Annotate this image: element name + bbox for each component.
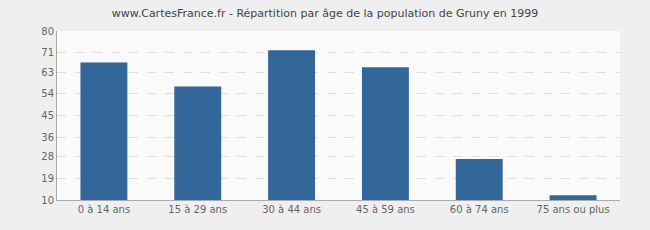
svg-text:15 à 29 ans: 15 à 29 ans <box>168 204 227 215</box>
svg-text:71: 71 <box>41 47 54 58</box>
svg-text:60 à 74 ans: 60 à 74 ans <box>450 204 509 215</box>
svg-text:80: 80 <box>41 26 54 37</box>
svg-text:10: 10 <box>41 195 54 206</box>
svg-text:63: 63 <box>41 67 54 78</box>
svg-text:www.CartesFrance.fr - Répartit: www.CartesFrance.fr - Répartition par âg… <box>112 7 539 20</box>
svg-text:28: 28 <box>41 151 54 162</box>
svg-text:45: 45 <box>41 110 54 121</box>
svg-text:45 à 59 ans: 45 à 59 ans <box>356 204 415 215</box>
svg-text:36: 36 <box>41 132 54 143</box>
svg-text:75 ans ou plus: 75 ans ou plus <box>537 204 610 215</box>
svg-text:30 à 44 ans: 30 à 44 ans <box>262 204 321 215</box>
svg-text:19: 19 <box>41 173 54 184</box>
svg-text:54: 54 <box>41 88 54 99</box>
svg-text:0 à 14 ans: 0 à 14 ans <box>78 204 130 215</box>
